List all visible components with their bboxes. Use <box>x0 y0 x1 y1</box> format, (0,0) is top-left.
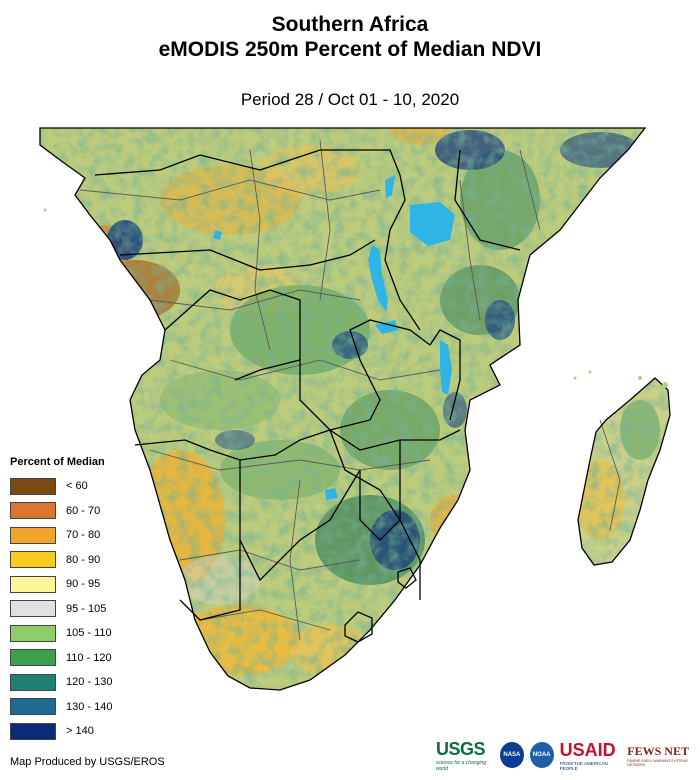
map-subtitle-period: Period 28 / Oct 01 - 10, 2020 <box>240 90 460 109</box>
legend-label: 70 - 80 <box>66 529 101 542</box>
usgs-logo: USGS science for a changing world <box>436 739 494 772</box>
legend-swatch <box>10 551 56 569</box>
legend-item: 110 - 120 <box>10 646 150 671</box>
legend-item: > 140 <box>10 719 150 744</box>
legend-swatch <box>10 649 56 667</box>
legend-label: < 60 <box>66 480 88 493</box>
legend-label: 110 - 120 <box>66 651 112 664</box>
legend-swatch <box>10 575 56 593</box>
title-line-product: eMODIS 250m Percent of Median NDVI <box>158 38 542 61</box>
legend-swatch <box>10 624 56 642</box>
legend-label: 130 - 140 <box>66 700 113 713</box>
noaa-logo: NOAA <box>529 742 554 768</box>
fews-net-logo: FEWS NET FAMINE EARLY WARNING SYSTEMS NE… <box>627 744 700 767</box>
country-boundaries <box>39 127 671 691</box>
legend-swatch <box>10 526 56 544</box>
legend-item: 70 - 80 <box>10 523 150 548</box>
usgs-logo-text: USGS <box>436 738 486 759</box>
legend-label: 80 - 90 <box>66 553 101 566</box>
usaid-logo-tagline: FROM THE AMERICAN PEOPLE <box>559 760 608 771</box>
usaid-logo: USAID FROM THE AMERICAN PEOPLE <box>560 740 622 771</box>
legend: Percent of Median < 60 60 - 70 70 - 80 80 -… <box>10 456 150 744</box>
legend-swatch <box>10 722 56 740</box>
legend-item: < 60 <box>10 474 150 499</box>
legend-item: 95 - 105 <box>10 597 150 622</box>
legend-swatch <box>10 600 56 618</box>
credit-text: Map Produced by USGS/EROS <box>10 756 165 768</box>
usgs-logo-tagline: science for a changing world <box>436 759 487 772</box>
legend-item: 120 - 130 <box>10 670 150 695</box>
legend-swatch <box>10 502 56 520</box>
legend-title: Percent of Median <box>10 456 105 468</box>
noaa-logo-text: NOAA <box>532 752 551 758</box>
nasa-logo: NASA <box>499 742 524 768</box>
usaid-logo-text: USAID <box>559 739 616 760</box>
title-line-region: Southern Africa <box>271 13 429 36</box>
admin-boundaries <box>79 139 621 641</box>
legend-item: 130 - 140 <box>10 695 150 720</box>
fews-net-logo-tagline: FAMINE EARLY WARNING SYSTEMS NETWORK <box>627 758 688 767</box>
legend-label: 120 - 130 <box>66 676 113 689</box>
legend-rows: < 60 60 - 70 70 - 80 80 - 90 90 - 95 95 - 105… <box>10 474 150 744</box>
map-title: Southern Africa eMODIS 250m Percent of M… <box>0 12 700 62</box>
legend-item: 105 - 110 <box>10 621 150 646</box>
legend-label: 60 - 70 <box>66 504 101 517</box>
lakes <box>213 175 455 500</box>
partner-logos: USGS science for a changing world NASA N… <box>436 738 700 772</box>
legend-swatch <box>10 673 56 691</box>
legend-item: 80 - 90 <box>10 548 150 573</box>
legend-swatch <box>10 698 56 716</box>
legend-label: 105 - 110 <box>66 627 112 640</box>
legend-label: > 140 <box>66 725 94 738</box>
islands <box>43 153 668 388</box>
legend-label: 90 - 95 <box>66 578 101 591</box>
legend-item: 90 - 95 <box>10 572 150 597</box>
legend-label: 95 - 105 <box>66 602 107 615</box>
legend-item: 60 - 70 <box>10 499 150 524</box>
fews-net-logo-text: FEWS NET <box>627 743 689 758</box>
legend-swatch <box>10 477 56 495</box>
nasa-logo-text: NASA <box>503 752 521 758</box>
